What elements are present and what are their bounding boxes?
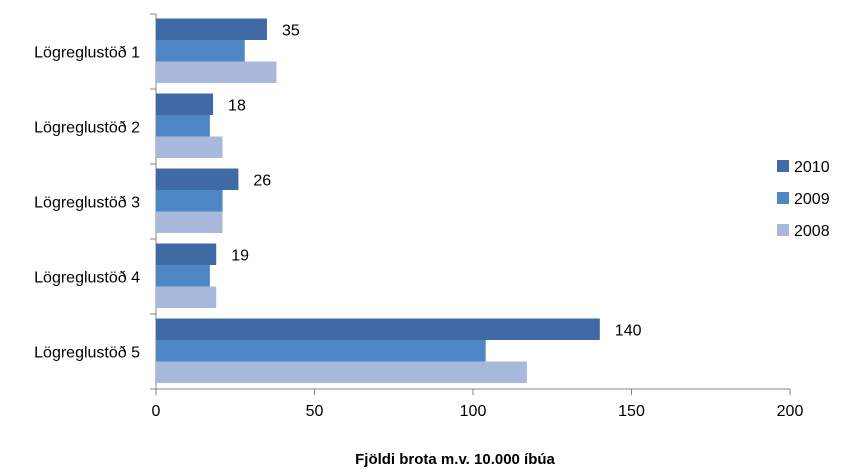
category-label: Lögreglustöð 3 (34, 195, 140, 212)
x-tick-label: 200 (777, 403, 804, 420)
x-tick-label: 150 (618, 403, 645, 420)
x-tick-label: 0 (152, 403, 161, 420)
legend-label: 2010 (794, 159, 830, 176)
bar-2010 (156, 93, 214, 115)
x-tick-label: 50 (306, 403, 324, 420)
bar-2008 (156, 211, 223, 233)
bar-2009 (156, 265, 210, 287)
bar-2008 (156, 286, 217, 308)
category-label: Lögreglustöð 5 (34, 345, 140, 362)
bar-2009 (156, 190, 223, 212)
bar-2009 (156, 340, 486, 362)
category-label: Lögreglustöð 2 (34, 120, 140, 137)
legend-swatch-2009 (777, 192, 789, 204)
data-label: 35 (282, 23, 300, 40)
legend: 2010 2009 2008 (777, 159, 830, 240)
bar-2010 (156, 168, 239, 190)
data-label: 140 (615, 323, 642, 340)
data-label: 26 (253, 173, 271, 190)
category-label: Lögreglustöð 1 (34, 45, 140, 62)
data-label: 18 (228, 98, 246, 115)
bar-2009 (156, 40, 245, 62)
labels: Lögreglustöð 1 Lögreglustöð 2 Lögreglustöð… (34, 23, 641, 362)
bars (156, 18, 600, 383)
data-label: 19 (231, 248, 249, 265)
x-tick-label: 100 (460, 403, 487, 420)
bar-2008 (156, 61, 277, 83)
legend-swatch-2010 (777, 160, 789, 172)
bar-2008 (156, 136, 223, 158)
legend-label: 2009 (794, 191, 830, 208)
bar-2010 (156, 18, 267, 40)
x-axis-title: Fjöldi brota m.v. 10.000 íbúa (355, 451, 555, 468)
legend-swatch-2008 (777, 224, 789, 236)
bar-2009 (156, 115, 210, 137)
legend-label: 2008 (794, 223, 830, 240)
bar-2008 (156, 361, 527, 383)
bar-2010 (156, 318, 600, 340)
bar-2010 (156, 243, 217, 265)
category-label: Lögreglustöð 4 (34, 270, 140, 287)
